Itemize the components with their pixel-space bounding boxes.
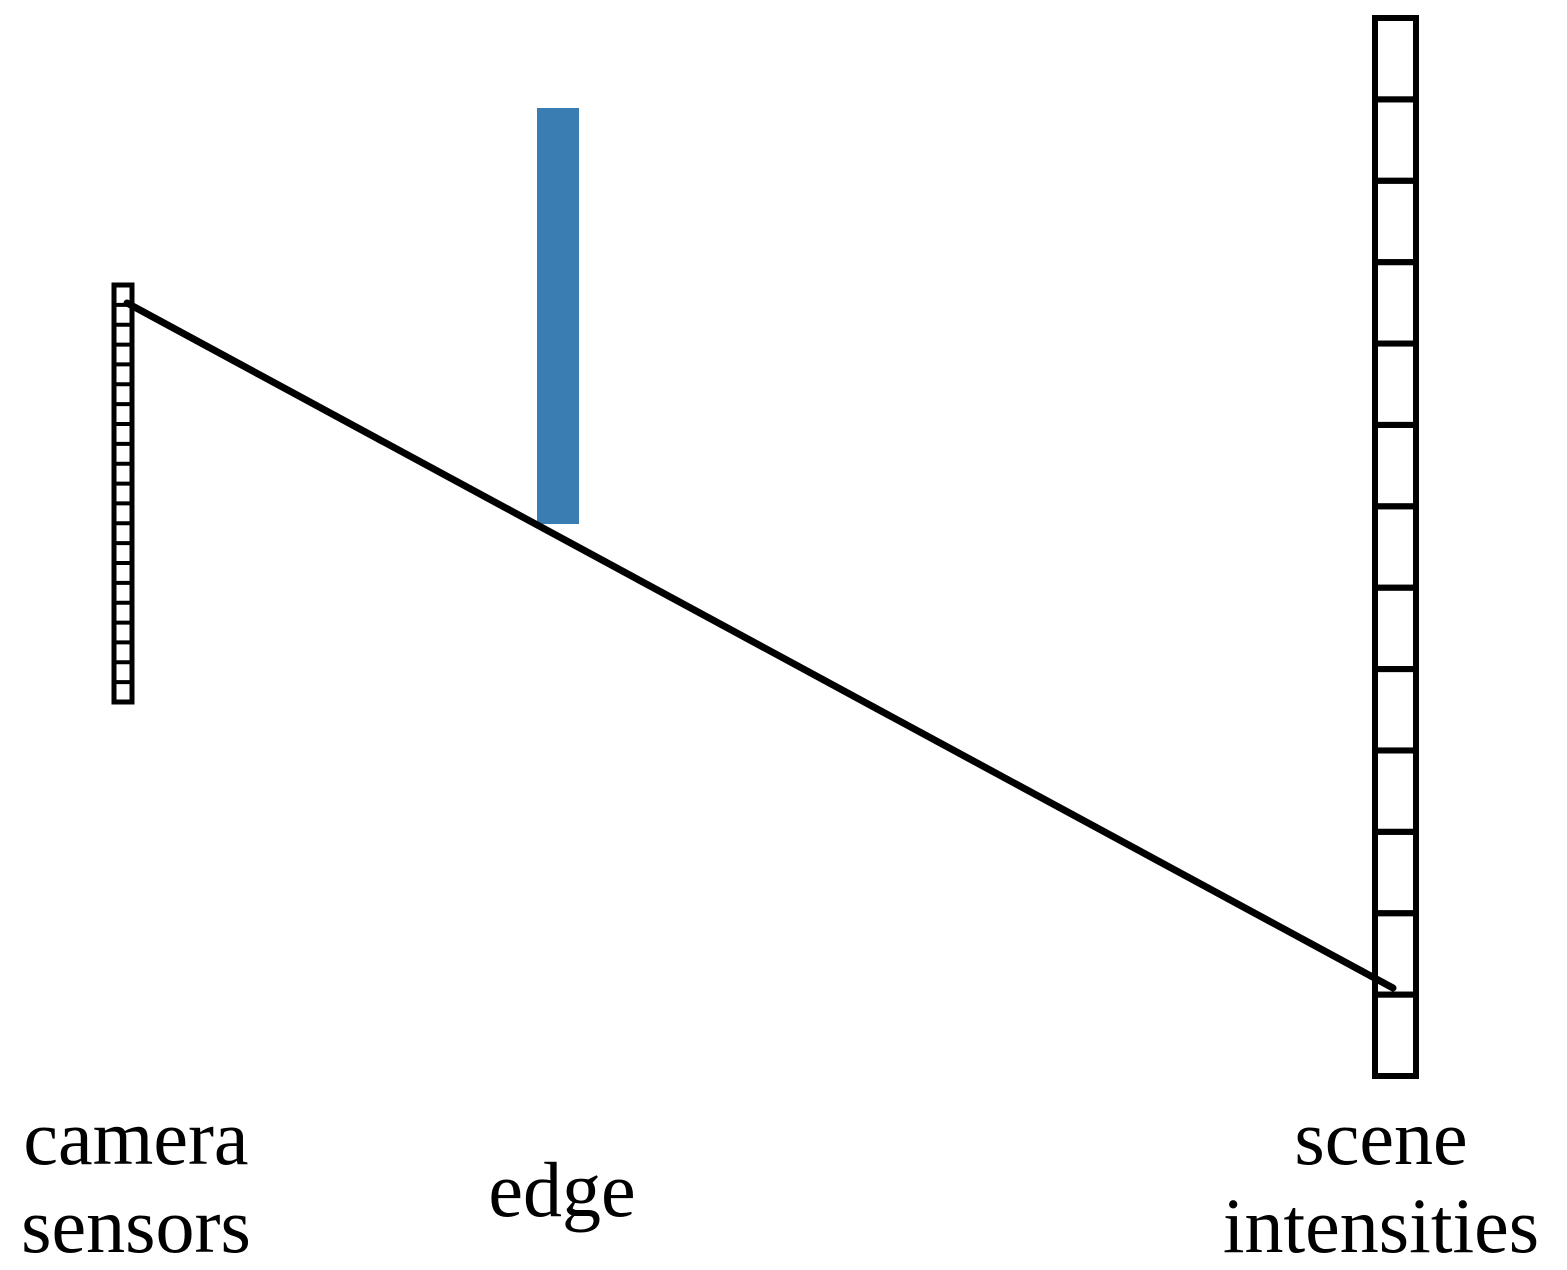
- camera-label-line1: camera: [23, 1094, 249, 1181]
- edge-label: edge: [462, 1146, 662, 1234]
- scene-intensity-cell: [1372, 177, 1419, 266]
- scene-intensity-cell: [1372, 259, 1419, 347]
- scene-label-line2: intensities: [1222, 1182, 1540, 1269]
- camera-sensors-label: camera sensors: [0, 1094, 272, 1270]
- scene-intensity-cell: [1372, 15, 1419, 103]
- light-ray: [123, 299, 1397, 992]
- scene-intensity-cell: [1372, 747, 1419, 835]
- camera-sensor-array: [111, 282, 135, 705]
- camera-label-line2: sensors: [21, 1182, 251, 1269]
- camera-sensor-frame: [111, 282, 135, 705]
- scene-intensities-label: scene intensities: [1195, 1094, 1567, 1270]
- edge-label-text: edge: [488, 1146, 636, 1233]
- scene-intensity-cell: [1372, 96, 1419, 184]
- scene-intensity-cell: [1372, 340, 1419, 428]
- scene-intensity-cell: [1372, 828, 1419, 917]
- scene-intensity-cell: [1372, 991, 1419, 1079]
- scene-label-line1: scene: [1294, 1094, 1468, 1181]
- scene-intensity-array: [1372, 15, 1419, 1079]
- scene-intensity-cell: [1372, 584, 1419, 673]
- scene-intensity-cell: [1372, 666, 1419, 754]
- scene-intensity-cell: [1372, 503, 1419, 591]
- scene-intensity-cell: [1372, 421, 1419, 510]
- edge-occluder: [537, 108, 579, 524]
